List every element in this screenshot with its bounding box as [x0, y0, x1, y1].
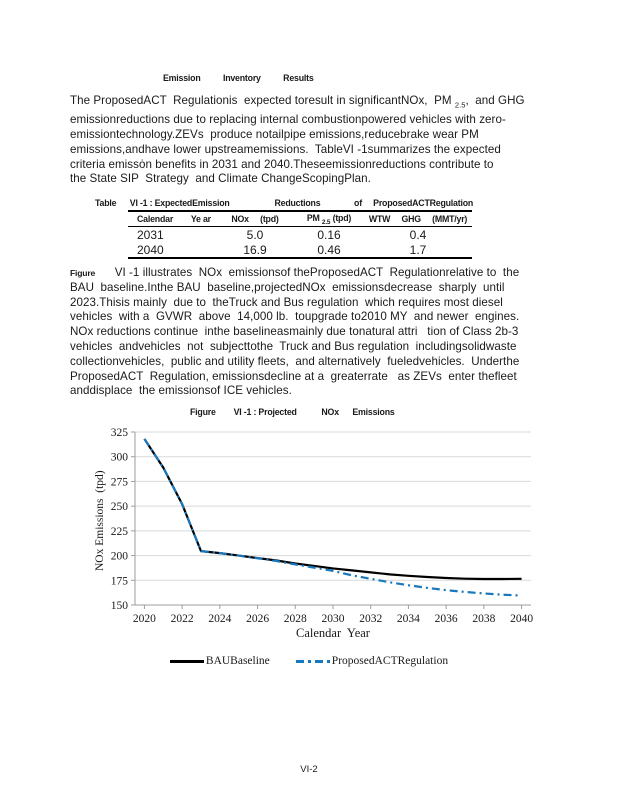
y-tick-label: 275: [111, 476, 129, 488]
x-tick-label: 2030: [322, 613, 345, 625]
x-tick-label: 2034: [397, 613, 420, 625]
text-line: ProposedACT Regulation, emissionsdecline…: [70, 369, 517, 383]
legend-label-bau: BAUBaseline: [205, 655, 270, 667]
y-tick-label: 225: [111, 526, 129, 538]
text-line: collectionvehicles, public and utility f…: [70, 354, 520, 368]
text-line: emissiontechnology.ZEVs produce notailpi…: [70, 127, 479, 141]
act-line-sample: [295, 659, 330, 663]
table-row: 2040 16.9 0.46 1.7: [128, 242, 472, 258]
x-tick-label: 2036: [435, 613, 458, 625]
col-header-calendar-year: Calendar Ye ar: [128, 211, 216, 227]
pm-label: PM: [306, 212, 322, 223]
text-line: The ProposedACT Regulationis expected to…: [70, 94, 525, 110]
y-tick-label: 300: [111, 452, 129, 464]
x-tick-label: 2022: [171, 613, 194, 625]
y-tick-label: 150: [111, 600, 129, 612]
y-tick-label: 325: [111, 427, 129, 439]
legend-item-bau: BAUBaseline: [169, 655, 270, 667]
bau-line-sample: [169, 659, 204, 663]
emission-reductions-table: Calendar Ye ar NOx (tpd) PM 2.5 (tpd) WT…: [128, 210, 472, 259]
series-line-bau: [143, 438, 522, 581]
legend-label-act: ProposedACTRegulation: [331, 655, 449, 667]
x-tick-label: 2020: [133, 613, 156, 625]
y-tick-label: 250: [111, 501, 129, 513]
col-header-nox: NOx (tpd): [216, 211, 294, 227]
text-line: emissions,andhave lower upstreamemission…: [70, 142, 501, 156]
text-line: NOx reductions continue inthe baselineas…: [70, 325, 519, 339]
cell-nox: 5.0: [246, 227, 264, 242]
body-paragraph: Figure VI -1 illustrates NOx emissionsof…: [70, 266, 562, 399]
text-line: vehicles andvehicles not subjecttothe Tr…: [70, 339, 517, 353]
section-heading: Emission Inventory Results: [163, 73, 314, 83]
table-header-row: Calendar Ye ar NOx (tpd) PM 2.5 (tpd) WT…: [128, 211, 472, 227]
x-tick-label: 2038: [472, 613, 495, 625]
text-line: BAU baseline.Inthe BAU baseline,projecte…: [70, 280, 505, 294]
text-line: criteria emissȯn benefits in 2031 and 2…: [70, 157, 494, 171]
table-caption: Table VI -1 : ExpectedEmission Reduction…: [95, 198, 474, 208]
cell-pm25: 0.16: [317, 227, 341, 242]
pm-subscript: 2.5: [321, 218, 331, 226]
nox-emissions-chart: 150 175 200 225 250 275 300 325 2020 2022 2024 2026…: [111, 427, 534, 625]
text-line: anddisplace the emissionsof ICE vehicles…: [70, 384, 292, 398]
series-line-act: [143, 438, 522, 597]
chart-legend: BAUBaseline ProposedACTRegulation: [0, 655, 618, 667]
legend-item-act: ProposedACTRegulation: [295, 655, 449, 667]
x-tick-label: 2026: [246, 613, 269, 625]
x-tick-label: 2040: [510, 613, 533, 625]
col-header-wtw-ghg: WTW GHG (MMT/yr): [364, 211, 472, 227]
text-line: Figure VI -1 illustrates NOx emissionsof…: [70, 266, 520, 279]
table-row: 2031 5.0 0.16 0.4: [128, 227, 472, 243]
cell-ghg: 1.7: [409, 242, 427, 257]
text-line: 2023.Thisis mainly due to theTruck and B…: [70, 295, 503, 309]
cell-nox: 16.9: [243, 242, 267, 257]
page-number: VI-2: [300, 764, 318, 775]
x-axis-title: Calendar Year: [296, 626, 370, 640]
y-tick-label: 200: [111, 551, 129, 563]
x-tick-label: 2028: [284, 613, 307, 625]
figure-title: Figure VI -1 : Projected NOx Emissions: [190, 407, 395, 417]
cell-pm25: 0.46: [317, 242, 341, 257]
col-header-pm25: PM 2.5 (tpd): [294, 211, 364, 227]
text-line: emissionreductions due to replacing inte…: [70, 113, 506, 127]
cell-year: 2031: [137, 227, 164, 242]
text-line: the State SIP Strategy and Climate Chang…: [70, 172, 371, 186]
x-tick-label: 2032: [359, 613, 382, 625]
x-tick-label: 2024: [208, 613, 231, 625]
cell-year: 2040: [137, 242, 164, 257]
intro-paragraph: The ProposedACT Regulationis expected to…: [70, 94, 562, 187]
text-line: vehicles with a GVWR above 14,000 lb. to…: [70, 310, 520, 324]
pm-unit: (tpd): [330, 212, 352, 223]
y-tick-label: 175: [111, 575, 129, 587]
cell-ghg: 0.4: [409, 227, 427, 242]
